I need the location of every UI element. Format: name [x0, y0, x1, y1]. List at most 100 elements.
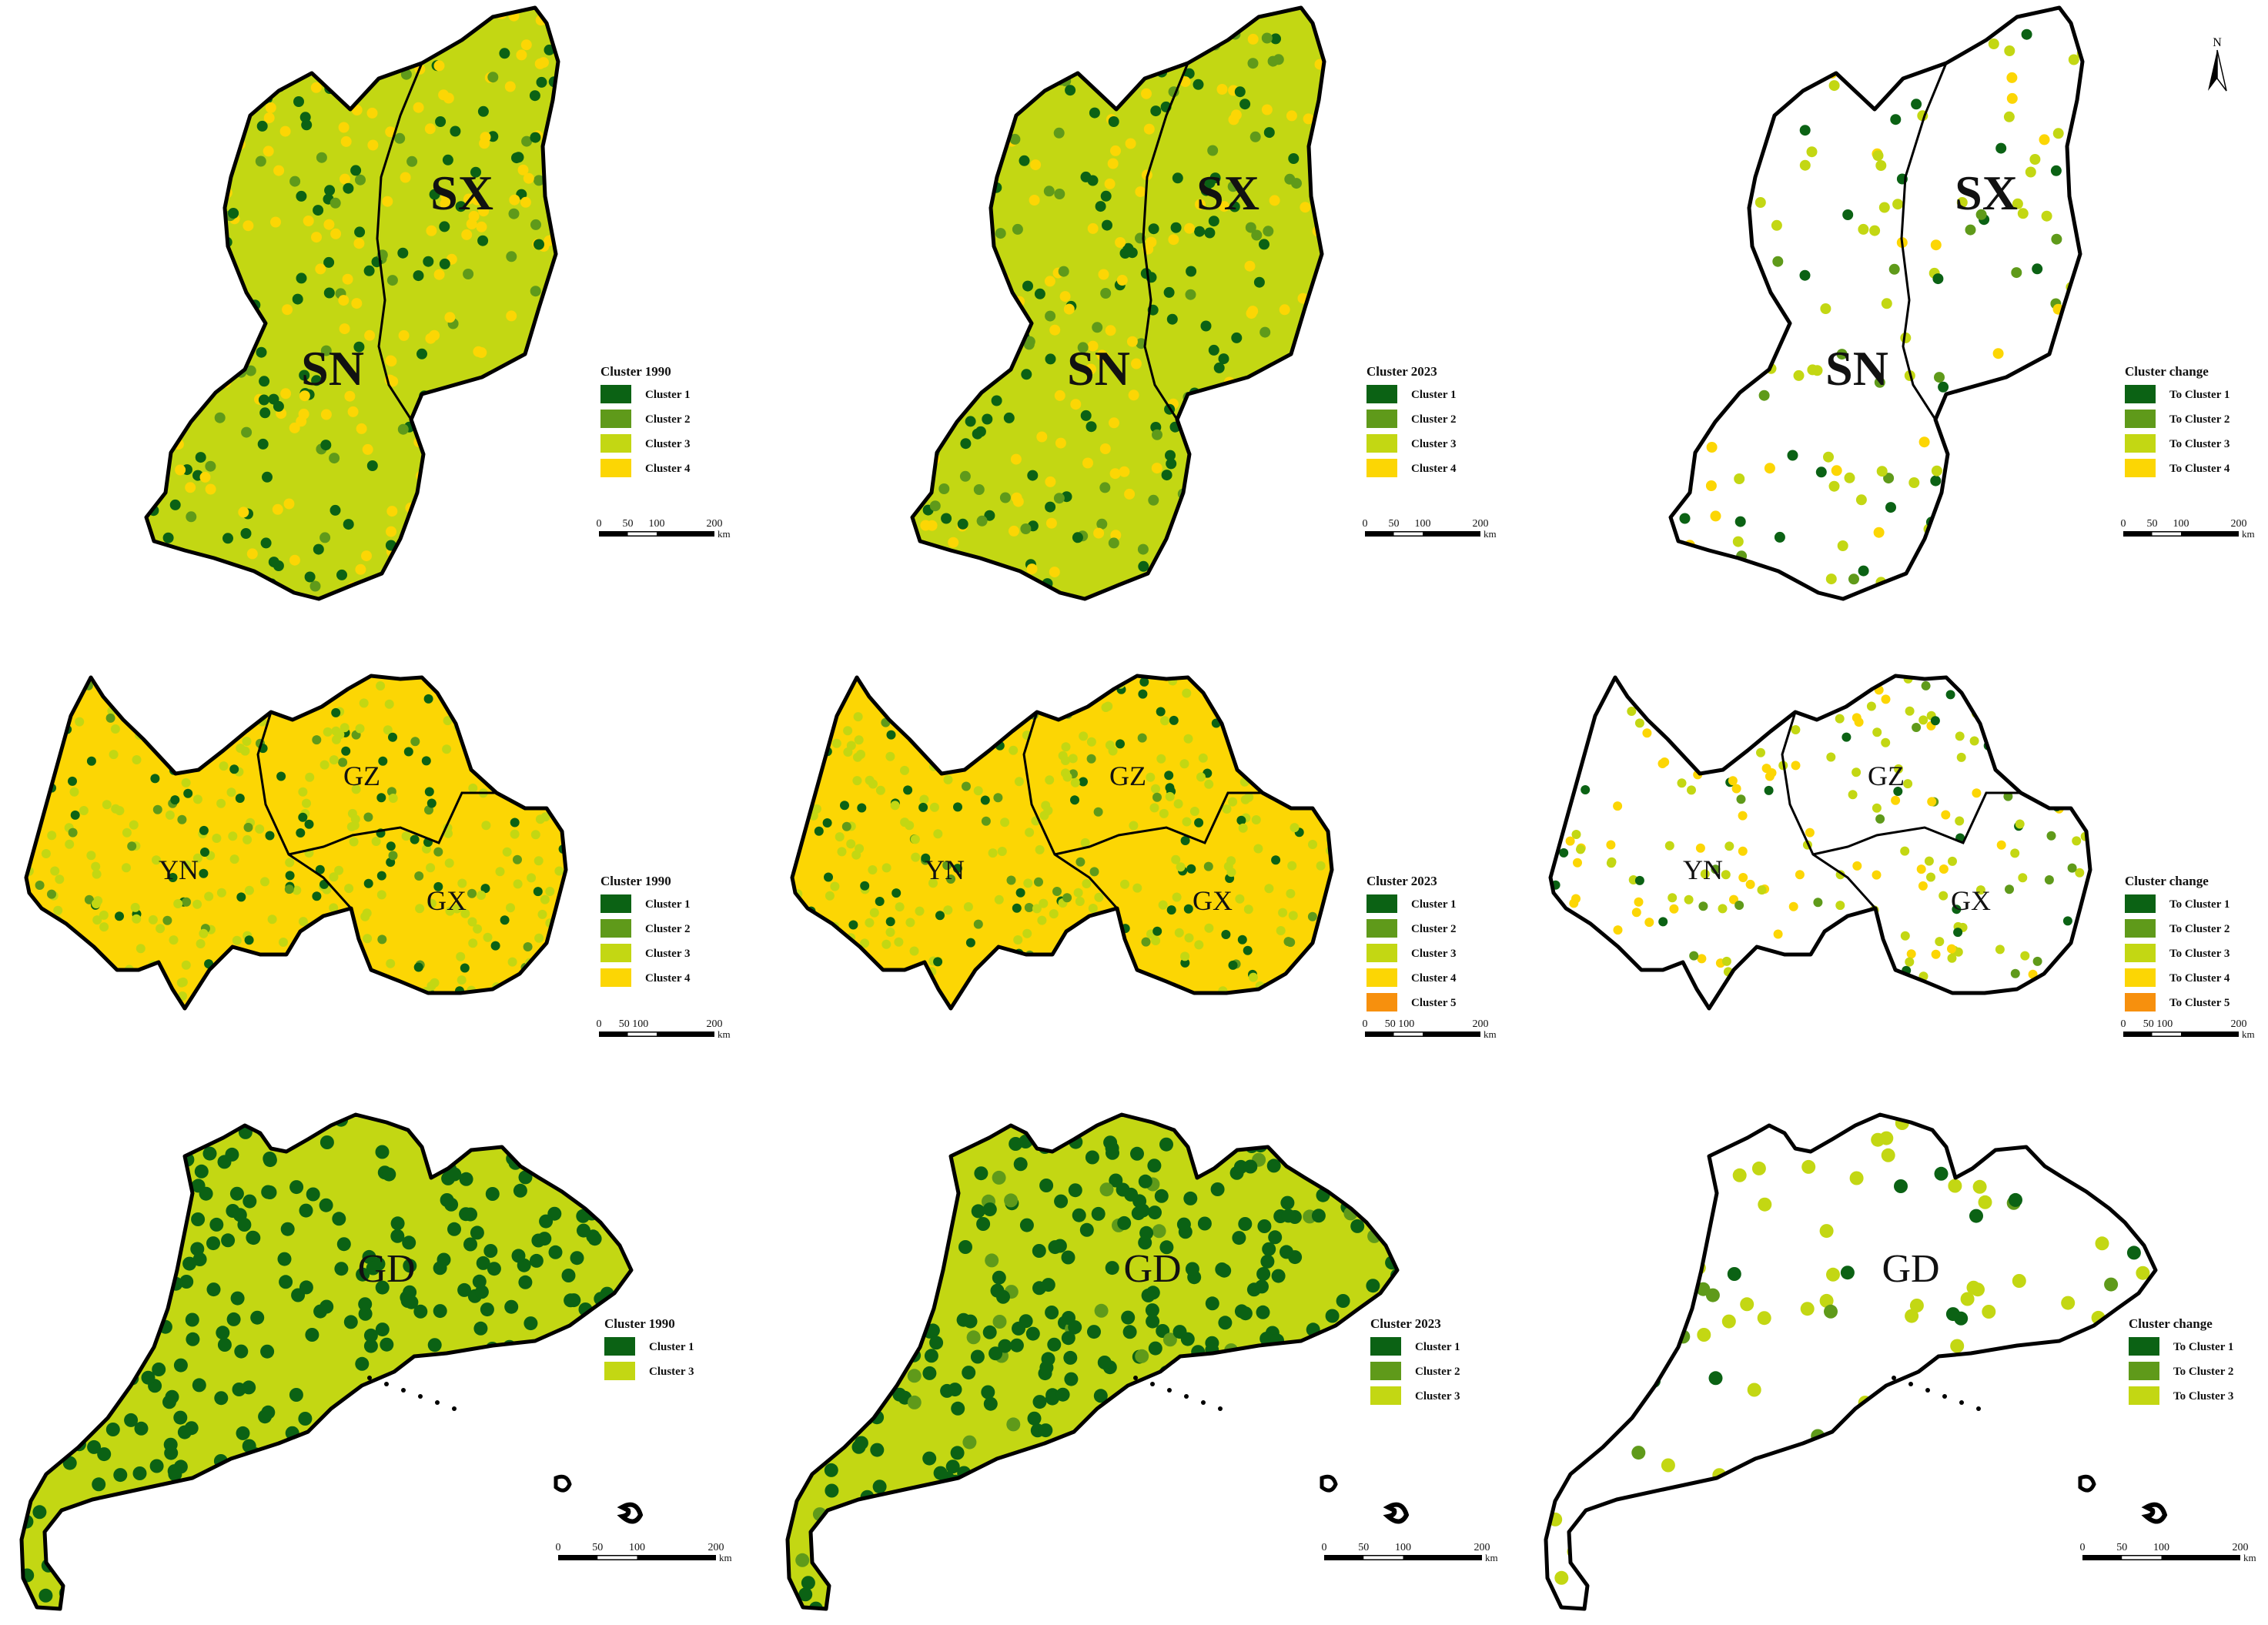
cluster-cell: [2011, 267, 2022, 279]
cluster-cell: [1805, 1000, 1815, 1008]
cluster-cell: [2041, 210, 2052, 222]
cluster-cell: [22, 1159, 35, 1173]
cluster-cell: [376, 681, 386, 690]
cluster-cell: [199, 1186, 213, 1201]
cluster-cell: [1300, 202, 1311, 213]
legend-label: To Cluster 2: [2169, 413, 2230, 426]
cluster-cell: [305, 772, 315, 782]
cluster-cell: [476, 221, 487, 232]
cluster-cell: [149, 582, 159, 593]
cluster-cell: [974, 236, 985, 247]
cluster-cell: [1677, 700, 1687, 710]
cluster-cell: [1068, 1183, 1082, 1198]
scale-tick-label: 100: [1395, 1542, 1411, 1553]
cluster-cell: [1151, 984, 1161, 994]
cluster-cell: [148, 914, 158, 925]
cluster-cell: [1307, 1390, 1322, 1405]
cluster-cell: [1183, 1426, 1198, 1440]
cluster-cell: [52, 1386, 66, 1401]
cluster-cell: [172, 1126, 187, 1141]
cluster-cell: [1146, 772, 1156, 782]
cluster-cell: [312, 735, 322, 745]
cluster-cell: [1333, 1134, 1347, 1149]
cluster-cell: [467, 917, 477, 927]
cluster-cell: [495, 867, 505, 877]
cluster-cell: [1122, 1509, 1137, 1523]
cluster-cell: [361, 1598, 376, 1609]
cluster-cell: [918, 802, 928, 812]
cluster-cell: [206, 1478, 220, 1493]
region-base-fill: [1546, 1115, 2156, 1609]
cluster-cell: [1855, 494, 1867, 506]
cluster-cell: [1263, 1498, 1277, 1513]
cluster-cell: [1045, 501, 1056, 513]
legend-label: Cluster 4: [645, 463, 691, 475]
cluster-cell: [1822, 1446, 1837, 1461]
cluster-cell: [1772, 256, 1784, 267]
cluster-cell: [792, 901, 800, 911]
cluster-cell: [852, 1388, 867, 1403]
scale-unit: km: [718, 1028, 731, 1040]
cluster-cell: [1760, 323, 1771, 333]
legend-swatch: [2125, 459, 2156, 477]
cluster-cell: [244, 935, 254, 945]
cluster-cell: [1183, 1543, 1196, 1558]
cluster-cell: [1306, 794, 1316, 804]
cluster-cell: [1632, 684, 1642, 694]
cluster-cell: [329, 453, 340, 464]
cluster-cell: [181, 777, 191, 787]
cluster-cell: [2068, 356, 2079, 368]
cluster-cell: [490, 941, 500, 951]
cluster-cell: [1758, 972, 1768, 982]
cluster-cell: [463, 468, 475, 480]
cluster-cell: [98, 1328, 112, 1342]
cluster-cell: [1366, 1279, 1380, 1293]
cluster-cell: [1019, 1218, 1034, 1232]
cluster-cell: [28, 1169, 42, 1183]
cluster-cell: [426, 225, 437, 236]
cluster-cell: [792, 995, 799, 1005]
cluster-cell: [1009, 745, 1019, 755]
cluster-cell: [1253, 276, 1265, 288]
cluster-cell: [821, 960, 831, 970]
cluster-cell: [199, 54, 211, 65]
cluster-cell: [983, 248, 995, 259]
cluster-cell: [1704, 84, 1715, 95]
cluster-cell: [22, 1225, 33, 1239]
cluster-cell: [983, 1396, 998, 1411]
cluster-cell: [923, 727, 933, 737]
cluster-cell: [334, 936, 344, 946]
cluster-cell: [1231, 1423, 1246, 1438]
cluster-cell: [439, 258, 450, 269]
cluster-cell: [1879, 592, 1891, 599]
cluster-cell: [1283, 477, 1294, 489]
cluster-cell: [1668, 893, 1678, 903]
cluster-cell: [1136, 1593, 1150, 1607]
cluster-cell: [58, 938, 68, 948]
cluster-cell: [1032, 904, 1042, 914]
cluster-cell: [999, 1483, 1014, 1497]
cluster-cell: [1137, 733, 1147, 743]
cluster-cell: [1911, 99, 1922, 110]
cluster-cell: [1346, 1514, 1361, 1529]
cluster-cell: [1082, 879, 1092, 888]
cluster-cell: [1621, 998, 1631, 1008]
cluster-cell: [1099, 443, 1111, 454]
cluster-cell: [1751, 1161, 1766, 1175]
cluster-cell: [1014, 777, 1024, 787]
cluster-cell: [366, 460, 378, 471]
cluster-cell: [540, 790, 550, 800]
cluster-cell: [920, 25, 932, 36]
cluster-cell: [1259, 700, 1269, 711]
scale-tick-label: 100: [2173, 518, 2189, 530]
cluster-cell: [939, 69, 951, 81]
cluster-cell: [1148, 494, 1159, 506]
cluster-cell: [878, 676, 888, 685]
cluster-cell: [577, 1438, 592, 1453]
cluster-cell: [2112, 1162, 2126, 1176]
scale-tick-label: 0: [1363, 1018, 1368, 1030]
cluster-cell: [1020, 582, 1032, 593]
cluster-cell: [26, 1426, 41, 1441]
cluster-cell: [1087, 1546, 1102, 1560]
